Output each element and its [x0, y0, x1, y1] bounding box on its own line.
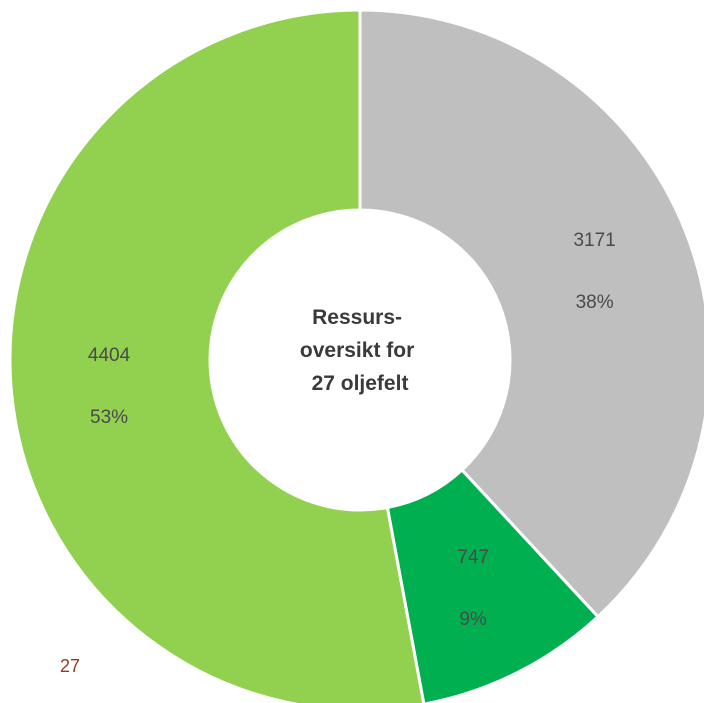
slices-layer — [8, 8, 704, 703]
center-title-line-2: oversikt for — [300, 339, 414, 362]
center-title-line-1: Ressurs- — [312, 306, 402, 329]
slice-1 — [358, 8, 704, 619]
slice-1-percent-label: 38% — [576, 292, 614, 313]
labels-layer: 3171 38% 747 9% 4404 53% — [88, 230, 616, 630]
center-hole — [210, 210, 510, 510]
page-number: 27 — [60, 656, 81, 676]
slice-2-percent-label: 9% — [459, 609, 487, 630]
slice-2-value-label: 747 — [457, 547, 489, 568]
slice-3-percent-label: 53% — [90, 407, 128, 428]
slice-1-value-label: 3171 — [573, 230, 615, 251]
slice-3-value-label: 4404 — [88, 345, 131, 366]
center-title: Ressurs- oversikt for 27 oljefelt — [300, 306, 420, 395]
center-title-line-3: 27 oljefelt — [312, 372, 409, 395]
